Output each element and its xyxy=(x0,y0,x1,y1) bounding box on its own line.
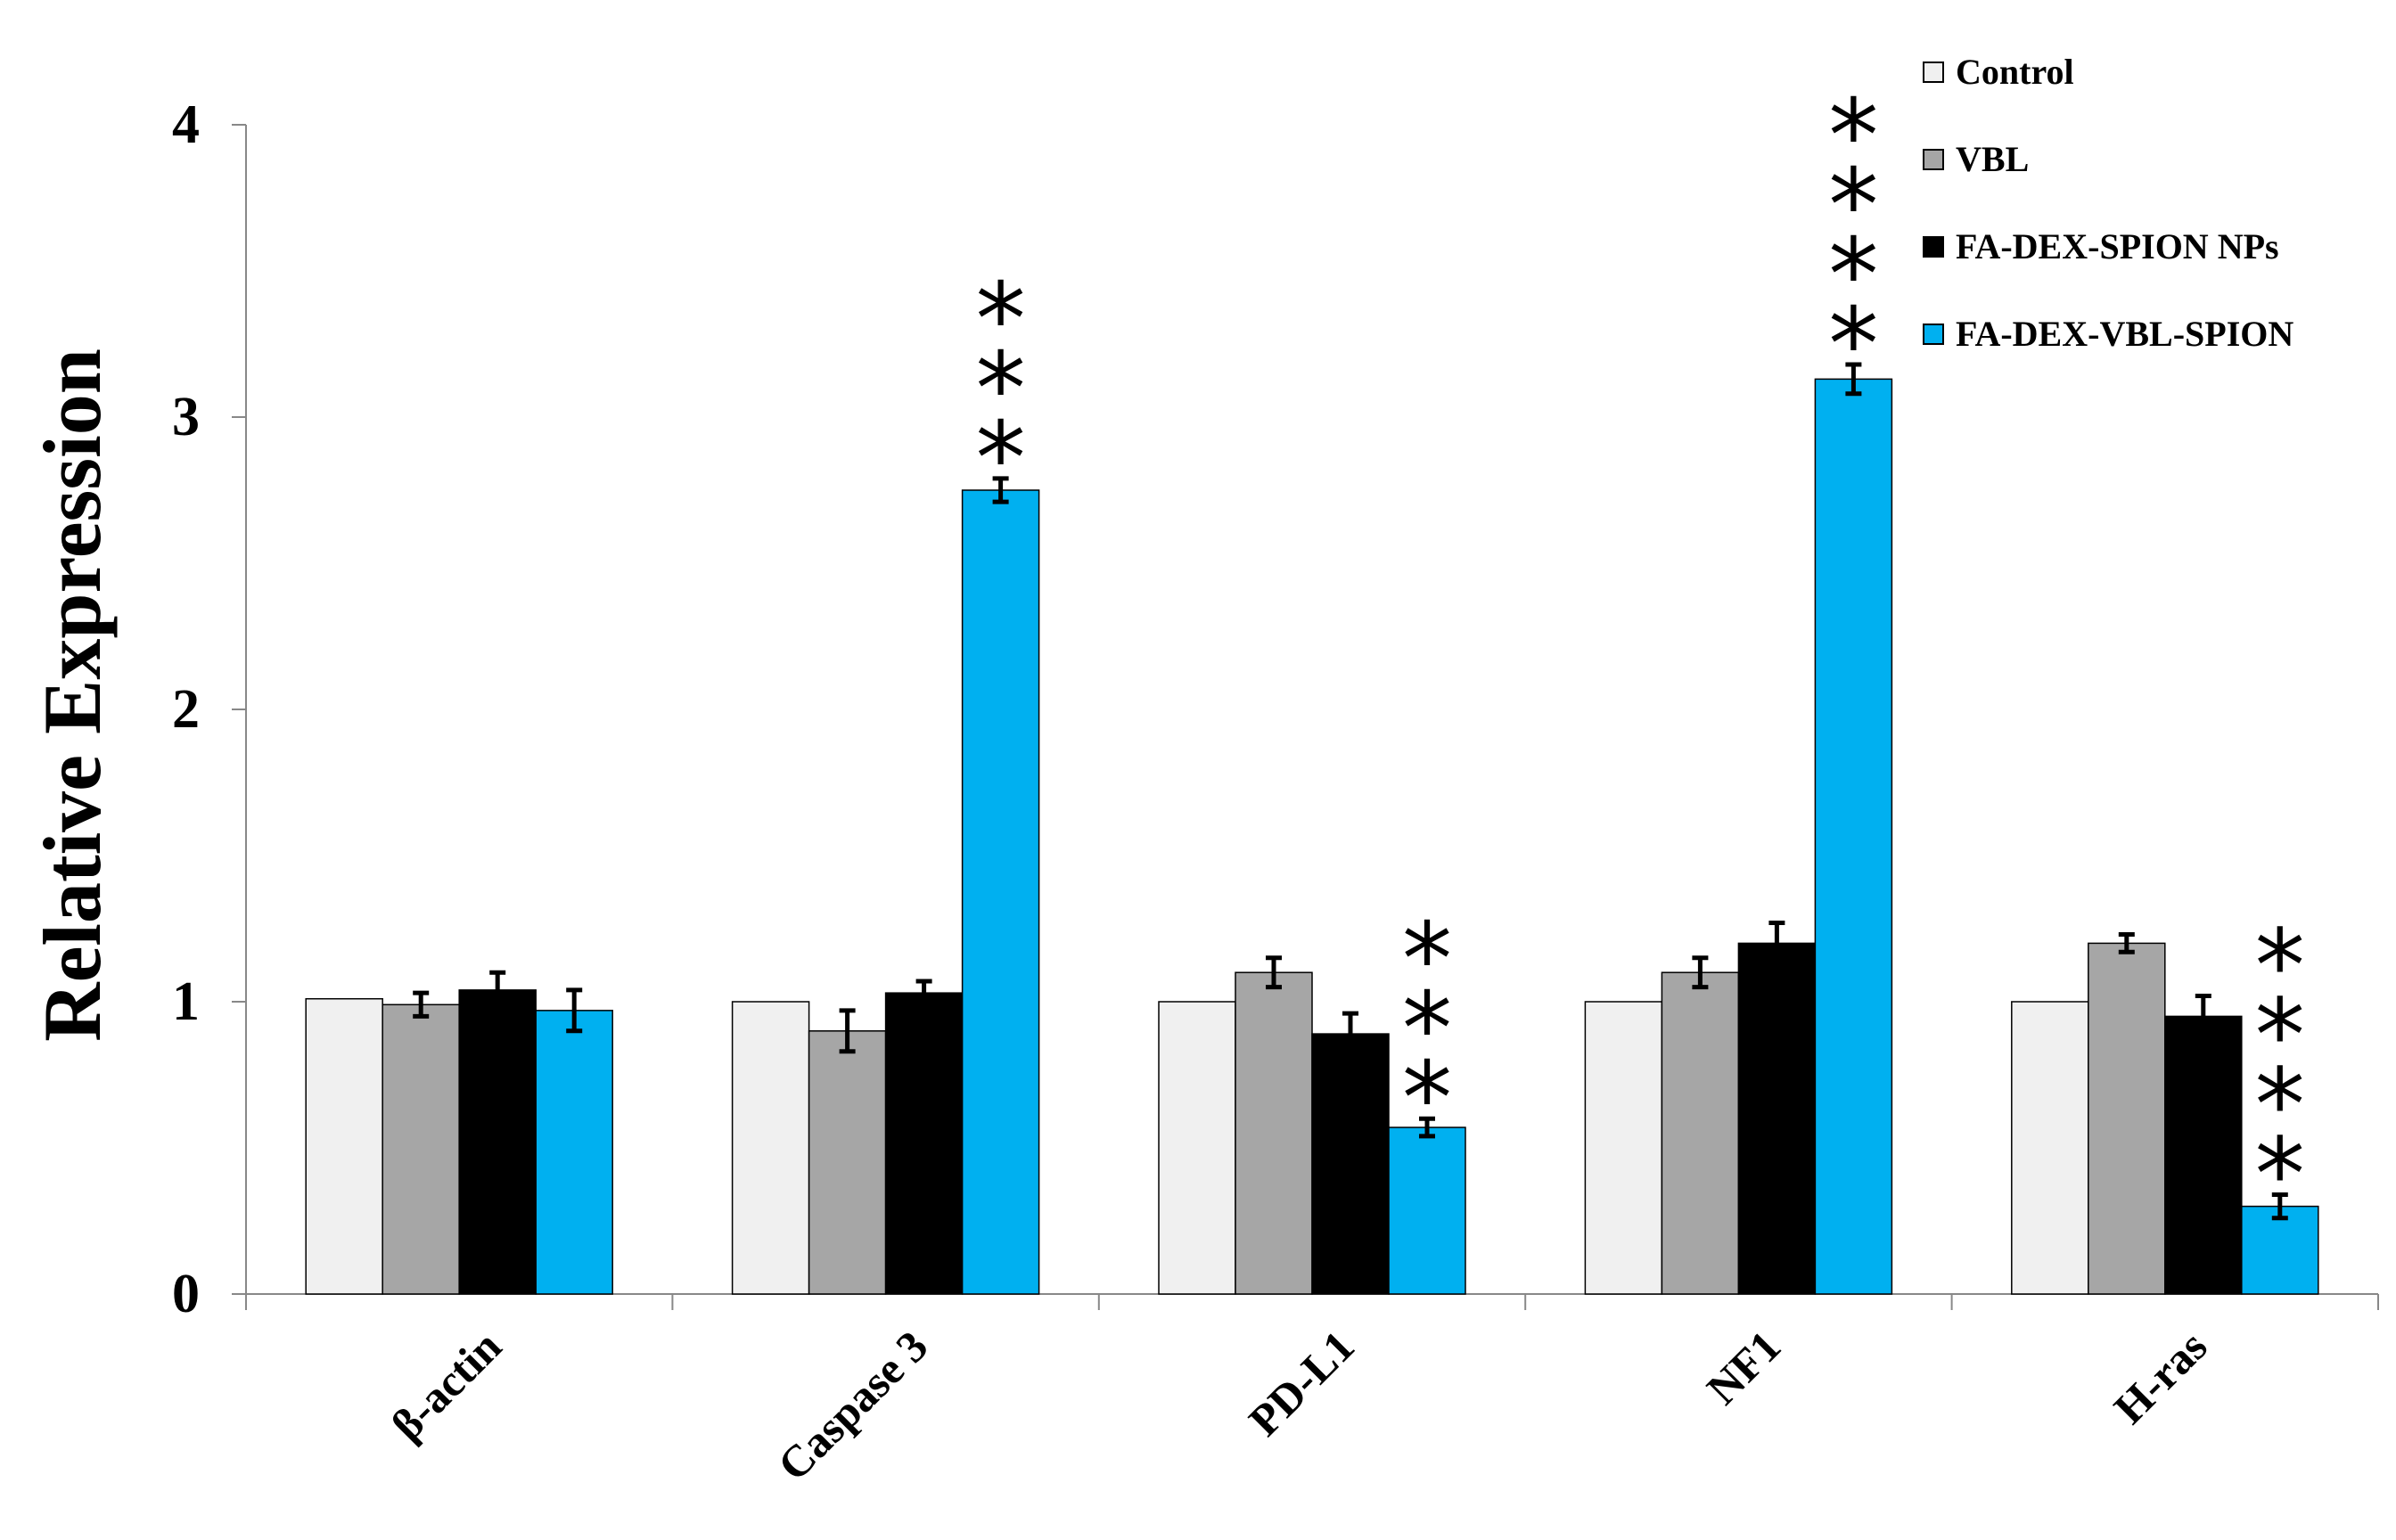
bar-1-1 xyxy=(808,1030,887,1295)
category-label-1: Caspase 3 xyxy=(767,1321,937,1490)
legend-swatch-2 xyxy=(1923,236,1944,258)
category-label-0: β-actin xyxy=(382,1321,511,1450)
legend-label-2: FA-DEX-SPION NPs xyxy=(1956,226,2279,266)
bar-3-0 xyxy=(1584,1001,1663,1295)
bars xyxy=(305,378,2319,1295)
y-tick-label-3: 3 xyxy=(172,387,200,447)
legend-label-1: VBL xyxy=(1956,139,2029,179)
bar-2-3 xyxy=(1388,1126,1466,1295)
bar-0-3 xyxy=(535,1010,613,1295)
y-tick-label-0: 0 xyxy=(172,1264,200,1324)
bar-0-2 xyxy=(458,989,537,1295)
bar-4-0 xyxy=(2011,1001,2089,1295)
y-tick-label-4: 4 xyxy=(172,94,200,155)
legend-swatch-1 xyxy=(1923,149,1944,170)
bar-3-3 xyxy=(1814,378,1893,1295)
category-label-2: PD-L1 xyxy=(1239,1321,1364,1446)
bar-2-2 xyxy=(1311,1033,1390,1295)
bar-3-2 xyxy=(1737,942,1817,1295)
category-label-4: H-ras xyxy=(2105,1321,2217,1433)
bar-4-1 xyxy=(2088,942,2166,1295)
category-label-3: NF1 xyxy=(1697,1321,1790,1413)
bar-2-1 xyxy=(1235,971,1313,1295)
significance-marker-0: * * * xyxy=(976,262,1026,517)
bar-4-3 xyxy=(2241,1205,2319,1295)
legend: Control VBL FA-DEX-SPION NPs FA-DEX-VBL-SPI… xyxy=(1923,52,2293,354)
bar-0-0 xyxy=(305,997,383,1295)
bar-2-0 xyxy=(1158,1001,1236,1295)
bar-0-1 xyxy=(382,1003,460,1295)
y-axis-label: Relative Expression xyxy=(27,348,118,1042)
y-tick-label-2: 2 xyxy=(172,679,200,740)
significance-marker-1: * * * xyxy=(1402,902,1452,1157)
legend-label-0: Control xyxy=(1956,52,2074,92)
significance-marker-2: * * * * xyxy=(1828,78,1878,403)
bar-4-2 xyxy=(2164,1015,2243,1295)
legend-label-3: FA-DEX-VBL-SPION xyxy=(1956,314,2293,354)
category-labels: β-actin Caspase 3 PD-L1 NF1 H-ras xyxy=(382,1321,2216,1490)
significance-annotations: * * ** * ** * * ** * * * xyxy=(976,78,2305,1233)
legend-swatch-0 xyxy=(1923,61,1944,83)
error-bars xyxy=(413,362,2288,1221)
y-axis-label-group: Relative Expression xyxy=(27,348,118,1042)
legend-swatch-3 xyxy=(1923,324,1944,345)
bar-3-1 xyxy=(1661,971,1740,1295)
significance-marker-3: * * * * xyxy=(2255,908,2305,1233)
bar-1-2 xyxy=(884,992,964,1295)
bar-1-0 xyxy=(731,1001,810,1295)
bar-1-3 xyxy=(961,489,1040,1295)
y-tick-label-1: 1 xyxy=(172,971,200,1032)
